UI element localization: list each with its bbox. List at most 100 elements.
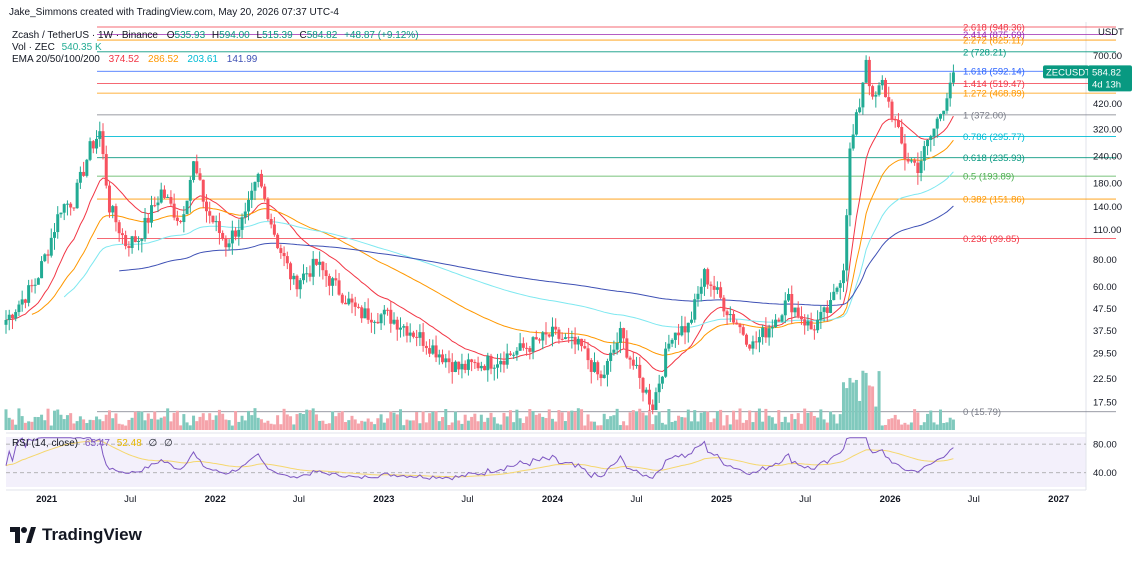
rsi-empty-1: ∅ bbox=[149, 438, 158, 449]
volume-bar bbox=[744, 420, 748, 430]
ohlc-h: 594.00 bbox=[219, 30, 250, 41]
candle-body bbox=[308, 273, 312, 277]
candle-body bbox=[563, 337, 567, 340]
candle-body bbox=[392, 319, 396, 324]
candle-body bbox=[111, 206, 115, 213]
volume-bar bbox=[69, 413, 73, 430]
currency-label: USDT bbox=[1098, 27, 1124, 38]
candle-body bbox=[311, 258, 315, 277]
candle-body bbox=[340, 294, 344, 303]
ema-legend[interactable]: EMA 20/50/100/200 374.52 286.52 203.61 1… bbox=[12, 54, 258, 65]
candle-body bbox=[777, 319, 781, 322]
volume-bar bbox=[712, 418, 716, 430]
volume-bar bbox=[428, 413, 432, 430]
candle-body bbox=[690, 319, 694, 323]
volume-bar bbox=[525, 416, 529, 430]
candle-body bbox=[4, 319, 8, 325]
volume-bar bbox=[796, 413, 800, 430]
volume-bar bbox=[301, 414, 305, 430]
rsi-background bbox=[6, 437, 1086, 487]
volume-bar bbox=[166, 408, 170, 430]
rsi-legend[interactable]: RSI (14, close) 65.47 52.48 ∅ ∅ bbox=[12, 438, 173, 449]
price-tick: 17.50 bbox=[1093, 398, 1117, 409]
candle-body bbox=[550, 326, 554, 337]
candle-body bbox=[641, 377, 645, 393]
candle-body bbox=[932, 128, 936, 137]
volume-bar bbox=[809, 412, 813, 430]
candle-body bbox=[263, 186, 267, 199]
candle-body bbox=[706, 269, 710, 285]
candle-body bbox=[379, 314, 383, 324]
volume-bar bbox=[130, 417, 134, 430]
candle-body bbox=[153, 205, 157, 207]
volume-legend[interactable]: Vol · ZEC 540.35 K bbox=[12, 42, 102, 53]
volume-bar bbox=[615, 408, 619, 430]
symbol-line[interactable]: Zcash / TetherUS · 1W · Binance O535.93 … bbox=[12, 30, 419, 41]
volume-bar bbox=[298, 413, 302, 430]
candle-body bbox=[670, 339, 674, 344]
last-price-tag bbox=[1088, 65, 1132, 92]
volume-bar bbox=[379, 414, 383, 430]
candle-body bbox=[192, 161, 196, 180]
volume-bar bbox=[402, 425, 406, 430]
volume-bar bbox=[444, 409, 448, 430]
volume-bar bbox=[644, 415, 648, 430]
volume-bar bbox=[198, 416, 202, 430]
fibonacci-levels: 2.618 (948.36)2.414 (875.69)2.272 (825.1… bbox=[97, 22, 1116, 418]
volume-bar bbox=[757, 408, 761, 430]
candle-body bbox=[188, 179, 192, 201]
volume-bar bbox=[473, 413, 477, 430]
volume-bar bbox=[858, 400, 862, 430]
volume-bar bbox=[677, 415, 681, 430]
candle-body bbox=[573, 336, 577, 345]
candle-body bbox=[150, 205, 154, 223]
time-axis[interactable]: 2021 Jul 2022 Jul 2023 Jul 2024 Jul 2025 Jul 2026 J… bbox=[36, 494, 1069, 505]
price-axis[interactable]: 700.00560.00420.00320.00240.00180.00140.… bbox=[1043, 51, 1132, 479]
candle-body bbox=[230, 230, 234, 244]
volume-bar bbox=[735, 419, 739, 430]
candle-body bbox=[806, 321, 810, 326]
volume-bar bbox=[618, 425, 622, 430]
volume-bar bbox=[835, 423, 839, 430]
time-tick: 2022 bbox=[205, 494, 226, 505]
time-tick: Jul bbox=[124, 494, 136, 505]
volume-bar bbox=[667, 409, 671, 430]
price-tick: 80.00 bbox=[1093, 255, 1117, 266]
volume-bar bbox=[27, 421, 31, 430]
volume-bar bbox=[250, 415, 254, 430]
volume-bar bbox=[693, 410, 697, 430]
candle-body bbox=[900, 126, 904, 144]
volume-bar bbox=[237, 421, 241, 430]
candle-body bbox=[65, 203, 69, 205]
candle-body bbox=[709, 284, 713, 286]
volume-bar bbox=[311, 408, 315, 430]
volume-bar bbox=[14, 424, 18, 430]
candle-body bbox=[754, 341, 758, 343]
volume-bar bbox=[224, 419, 228, 430]
candle-body bbox=[10, 314, 14, 319]
volume-bar bbox=[521, 422, 525, 430]
candle-body bbox=[124, 235, 128, 247]
volume-bar bbox=[369, 421, 373, 430]
volume-bar bbox=[499, 424, 503, 430]
volume-bar bbox=[528, 409, 532, 430]
tradingview-brand[interactable]: TradingView bbox=[10, 525, 142, 545]
ema20-value: 374.52 bbox=[109, 54, 140, 65]
candle-body bbox=[204, 201, 208, 212]
volume-bar bbox=[243, 420, 247, 430]
price-tick: 60.00 bbox=[1093, 282, 1117, 293]
candle-body bbox=[36, 278, 40, 285]
candle-body bbox=[382, 309, 386, 315]
candle-body bbox=[751, 341, 755, 349]
candle-body bbox=[715, 287, 719, 290]
fib-label: 1.414 (519.47) bbox=[963, 79, 1025, 90]
volume-bar bbox=[308, 410, 312, 430]
volume-bar bbox=[463, 414, 467, 430]
candle-body bbox=[557, 329, 561, 339]
candle-body bbox=[693, 299, 697, 320]
volume-bar bbox=[938, 409, 942, 430]
candle-body bbox=[169, 196, 173, 204]
candle-body bbox=[127, 246, 131, 248]
candle-body bbox=[321, 261, 325, 271]
